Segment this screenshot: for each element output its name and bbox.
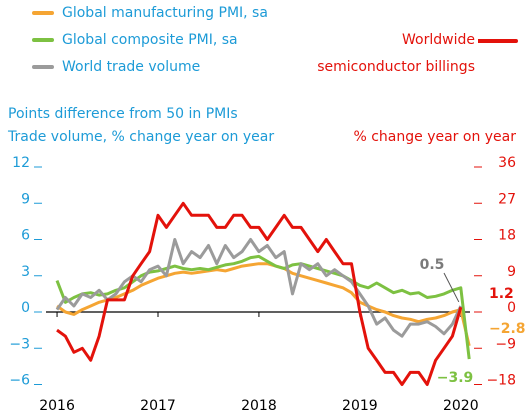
- y2-tick-label: 9: [507, 264, 516, 280]
- legend-swatch: [32, 11, 54, 15]
- series-line: [56, 262, 471, 347]
- y-tick-label: 9: [21, 191, 30, 207]
- series-line: [56, 201, 463, 386]
- y-tick-label: −6: [9, 373, 30, 389]
- x-tick-label: 2018: [241, 398, 277, 414]
- x-tick-label: 2016: [39, 398, 75, 414]
- x-tick-label: 2020: [443, 398, 479, 414]
- y-tick-label: 12: [12, 155, 30, 171]
- legend-label: Worldwide semiconductor billings: [317, 32, 475, 75]
- value-label: −3.9: [437, 370, 474, 386]
- y-tick-label: −3: [9, 336, 30, 352]
- x-tick-label: 2017: [140, 398, 176, 414]
- y2-tick-label: 0: [507, 300, 516, 316]
- y-tick-label: 6: [21, 228, 30, 244]
- series-line: [55, 254, 471, 360]
- legend-swatch: [32, 65, 54, 69]
- y2-tick-label: −18: [486, 373, 516, 389]
- y2-tick-label: 27: [498, 191, 516, 207]
- y2-tick-label: 36: [498, 155, 516, 171]
- left-axis-subtitle: Trade volume, % change year on year: [7, 129, 274, 145]
- legend-swatch: [478, 39, 518, 43]
- value-label: −2.8: [489, 321, 526, 337]
- y-tick-label: 0: [21, 300, 30, 316]
- legend-swatch: [32, 38, 54, 42]
- legend-label: World trade volume: [62, 59, 201, 75]
- legend-right: Worldwide semiconductor billings: [307, 27, 475, 81]
- y2-tick-label: −9: [495, 336, 516, 352]
- y-tick-label: 3: [21, 264, 30, 280]
- x-tick-label: 2019: [342, 398, 378, 414]
- left-axis-title: Points difference from 50 in PMIs: [8, 106, 238, 122]
- leader-line: [443, 272, 460, 303]
- value-label: 1.2: [489, 286, 514, 302]
- legend-label: Global composite PMI, sa: [62, 32, 238, 48]
- right-axis-title: % change year on year: [353, 129, 516, 145]
- y2-tick-label: 18: [498, 228, 516, 244]
- series-line: [55, 238, 463, 338]
- legend-label: Global manufacturing PMI, sa: [62, 5, 268, 21]
- value-label: 0.5: [420, 257, 445, 273]
